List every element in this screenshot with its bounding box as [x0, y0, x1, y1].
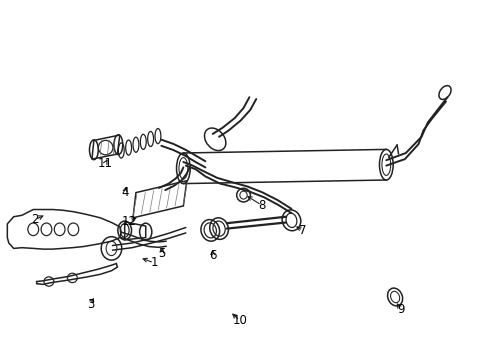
Text: 5: 5 [157, 247, 165, 260]
Text: 12: 12 [122, 215, 137, 228]
Text: 4: 4 [121, 186, 128, 199]
Text: 11: 11 [98, 157, 112, 170]
Text: 8: 8 [257, 199, 265, 212]
Text: 10: 10 [232, 314, 246, 327]
Text: 3: 3 [86, 298, 94, 311]
Text: 9: 9 [396, 303, 404, 316]
Text: 2: 2 [31, 213, 39, 226]
Text: 7: 7 [299, 224, 306, 237]
Text: 1: 1 [150, 256, 158, 269]
Text: 6: 6 [208, 249, 216, 262]
